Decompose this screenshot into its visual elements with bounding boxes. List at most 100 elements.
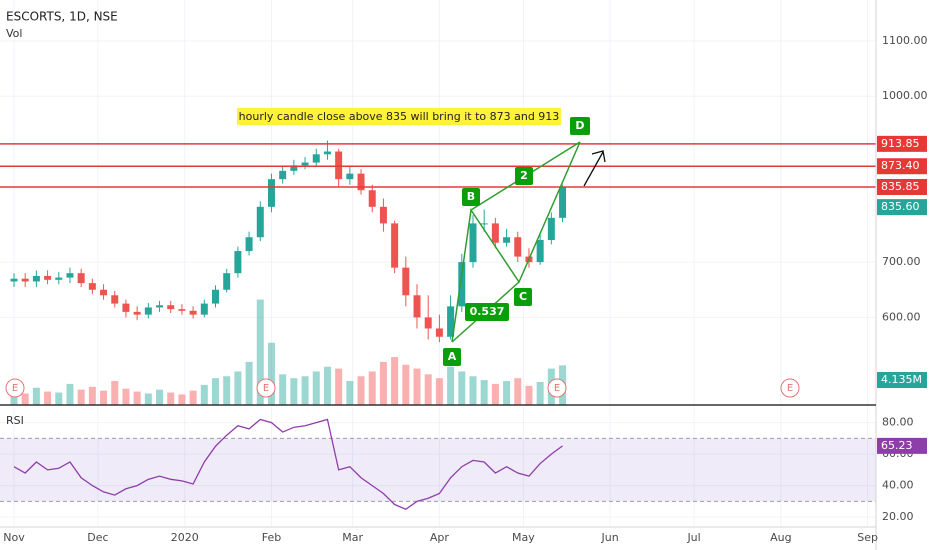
volume-tag: 4.135M <box>881 373 922 386</box>
volume-bar <box>212 378 220 405</box>
last-price-tag: 835.60 <box>881 200 920 213</box>
candle-body <box>100 289 108 296</box>
candle-body <box>514 237 522 257</box>
volume-bar <box>491 383 499 405</box>
volume-bar <box>10 390 18 405</box>
pattern-label: B <box>467 190 475 203</box>
volume-bar <box>133 391 141 405</box>
volume-title: Vol <box>6 27 22 40</box>
volume-bar <box>256 299 264 405</box>
volume-bar <box>32 387 40 405</box>
level-tag-box <box>877 158 927 175</box>
y-tick-label: 1100.00 <box>882 34 928 47</box>
candle-body <box>77 273 85 284</box>
candle-body <box>133 311 141 315</box>
candle-body <box>346 173 354 180</box>
candle-body <box>480 223 488 225</box>
candle-body <box>279 170 287 180</box>
earnings-marker <box>5 378 25 398</box>
chart-title: ESCORTS, 1D, NSE <box>6 10 118 24</box>
x-tick-label: Mar <box>342 531 363 544</box>
volume-bar <box>525 385 533 405</box>
x-tick-label: Aug <box>770 531 791 544</box>
volume-bar <box>391 357 399 405</box>
rsi-tick-label: 20.00 <box>882 510 914 523</box>
rsi-title: RSI <box>6 414 24 427</box>
rsi-line <box>13 418 563 510</box>
x-tick-label: 2020 <box>171 531 199 544</box>
volume-bar <box>312 371 320 405</box>
candle-body <box>167 305 175 310</box>
volume-bar <box>413 368 421 405</box>
earnings-label: E <box>787 383 793 394</box>
candle-body <box>559 187 567 218</box>
earnings-marker <box>780 378 800 398</box>
volume-bar <box>234 371 242 405</box>
x-tick-label: Apr <box>430 531 450 544</box>
candle-body <box>536 239 544 263</box>
y-tick-label: 600.00 <box>882 310 921 323</box>
volume-bar <box>379 361 387 405</box>
volume-bar <box>167 392 175 405</box>
rsi-tag: 65.23 <box>881 439 913 452</box>
candle-body <box>88 283 96 290</box>
volume-bar <box>335 368 343 405</box>
volume-bar <box>458 371 466 405</box>
x-tick-label: Sep <box>857 531 878 544</box>
x-tick-label: Jul <box>686 531 700 544</box>
x-tick-label: Nov <box>3 531 25 544</box>
pattern-label: D <box>575 119 584 132</box>
pattern-label: C <box>519 290 527 303</box>
candle-body <box>290 165 298 171</box>
volume-bar <box>536 382 544 405</box>
level-tag-box <box>877 178 927 195</box>
volume-bar <box>200 384 208 405</box>
level-tag: 835.85 <box>881 180 920 193</box>
last-price-tag-box <box>877 199 927 216</box>
earnings-label: E <box>263 383 269 394</box>
drawings: hourly candle close above 835 will bring… <box>237 108 606 366</box>
pattern-label: A <box>448 350 457 363</box>
volume-bar <box>156 389 164 405</box>
pattern-line <box>451 141 581 343</box>
x-tick-label: Dec <box>87 531 108 544</box>
candle-body <box>458 262 466 307</box>
rsi-tick-label: 80.00 <box>882 416 914 429</box>
volume-bar <box>368 371 376 405</box>
volume-bar <box>424 374 432 405</box>
candle-body <box>413 295 421 318</box>
candle-body <box>391 223 399 268</box>
volume-bar <box>111 381 119 405</box>
volume-bar <box>301 376 309 405</box>
candle-body <box>256 206 264 238</box>
x-tick-label: Feb <box>262 531 281 544</box>
annotation-box <box>237 108 561 125</box>
candle-body <box>55 277 63 280</box>
volume-bar <box>189 390 197 405</box>
pattern-label-box <box>515 167 533 185</box>
x-tick-label: May <box>512 531 535 544</box>
volume-bar <box>469 376 477 405</box>
candle-body <box>491 223 499 243</box>
candle-body <box>178 309 186 311</box>
candle-body <box>323 151 331 155</box>
pattern-ratio-box <box>465 303 509 321</box>
rsi-tag-box <box>877 437 927 454</box>
candle-body <box>223 273 231 290</box>
level-tag-box <box>877 135 927 152</box>
x-tick-label: Jun <box>601 531 619 544</box>
rsi-band <box>0 438 876 502</box>
pattern-label-box <box>514 288 532 306</box>
volume-bar <box>357 376 365 405</box>
volume-bar <box>178 394 186 405</box>
volume-bar <box>279 374 287 405</box>
candle-body <box>368 190 376 207</box>
candle-body <box>335 151 343 180</box>
candle-body <box>212 289 220 304</box>
pattern-label-box <box>462 188 480 206</box>
candle-body <box>156 305 164 308</box>
level-tag: 873.40 <box>881 159 920 172</box>
